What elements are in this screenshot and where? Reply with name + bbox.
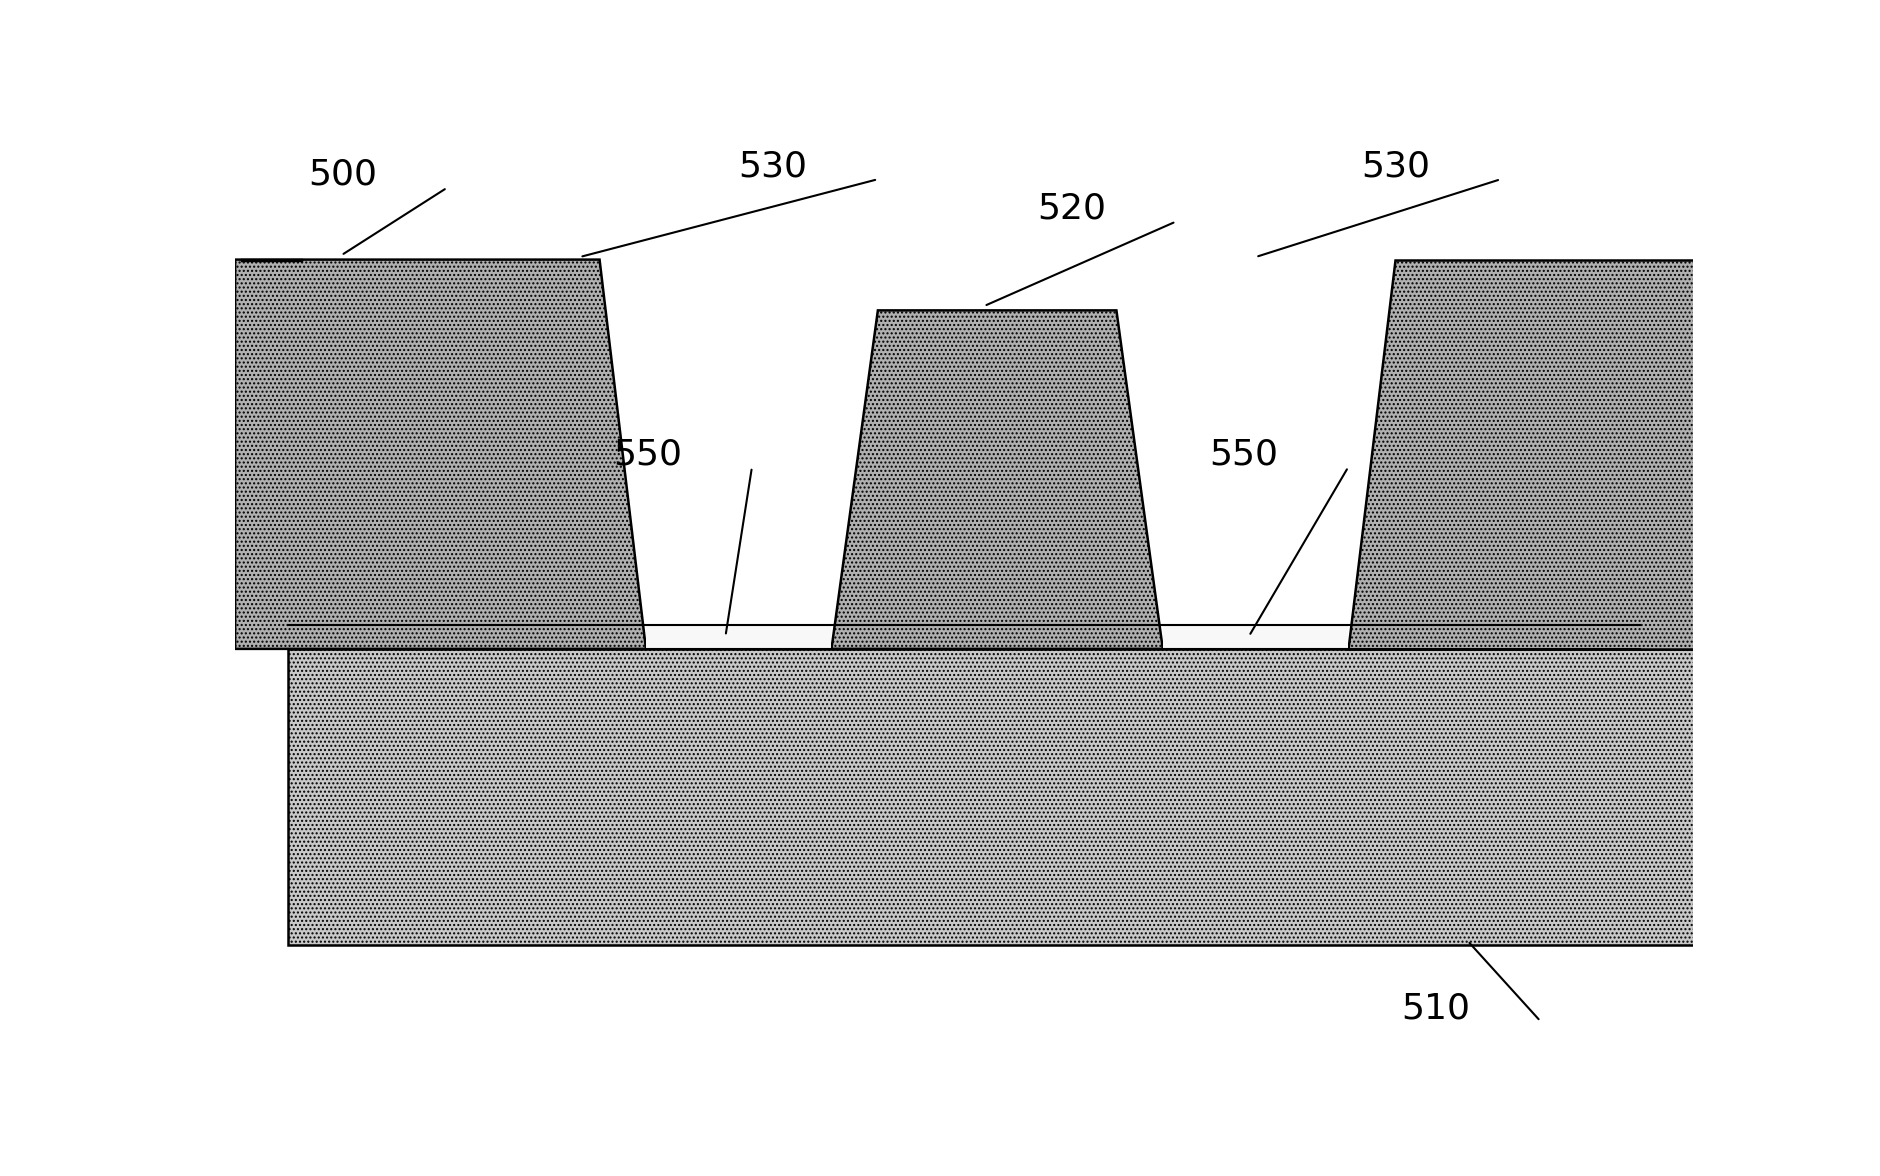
Text: 520: 520 [1036,192,1105,226]
Bar [1162,626,1348,649]
Text: 510: 510 [1401,991,1470,1025]
Text: 530: 530 [739,149,807,183]
Text: 500: 500 [308,158,376,192]
Polygon shape [1348,260,1705,649]
Polygon shape [235,260,645,649]
Text: 550: 550 [1209,437,1278,472]
Text: 530: 530 [1361,149,1431,183]
Bar [645,626,831,649]
Bar [288,649,1705,946]
Polygon shape [831,310,1162,649]
Text: 550: 550 [613,437,681,472]
